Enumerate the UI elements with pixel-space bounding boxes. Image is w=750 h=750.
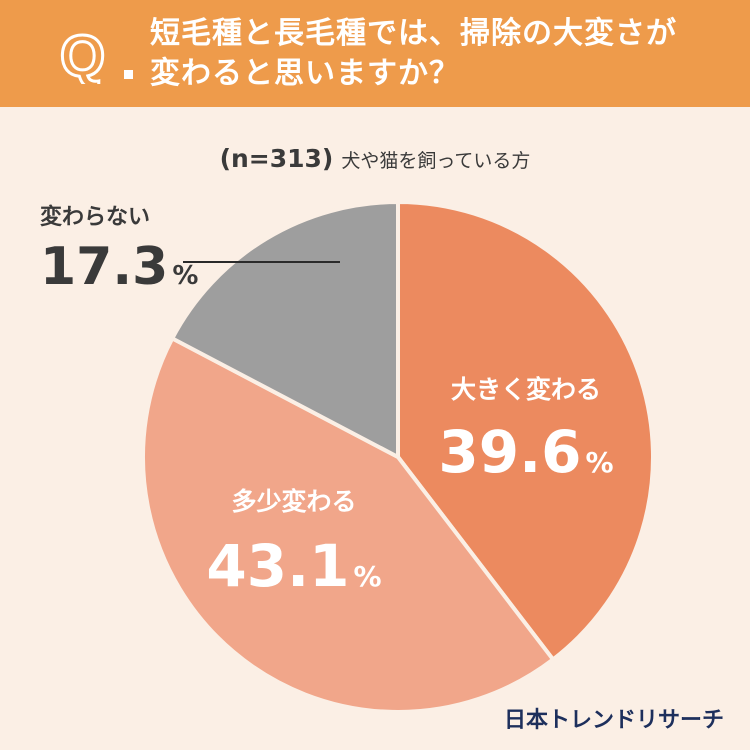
brand-logo: 日本トレンドリサーチ xyxy=(503,708,724,733)
q-mark: Q xyxy=(60,24,105,84)
slice-label-some-change: 多少変わる xyxy=(231,487,356,516)
sample-description: (n=313) 犬や猫を飼っている方 xyxy=(0,146,750,174)
question-header: Q 短毛種と長毛種では、掃除の大変さが 変わると思いますか？ xyxy=(0,0,750,107)
slice-some-change xyxy=(141,336,556,714)
slice-label-large-change: 大きく変わる xyxy=(451,375,601,404)
q-badge-icon: Q xyxy=(59,24,133,84)
slice-value-large-change: 39.6% xyxy=(438,418,613,486)
slice-value-some-change: 43.1% xyxy=(206,532,381,600)
sample-size: (n=313) xyxy=(219,144,334,173)
slice-label-unchanged: 変わらない xyxy=(40,204,150,230)
question-line-1: 短毛種と長毛種では、掃除の大変さが xyxy=(150,16,677,51)
slice-unchanged xyxy=(170,200,400,459)
question-line-2: 変わると思いますか？ xyxy=(150,56,460,91)
sample-population: 犬や猫を飼っている方 xyxy=(341,150,531,172)
slice-large-change xyxy=(396,200,655,662)
slice-value-unchanged: 17.3% xyxy=(40,237,198,297)
question-text: 短毛種と長毛種では、掃除の大変さが 変わると思いますか？ xyxy=(150,14,730,94)
